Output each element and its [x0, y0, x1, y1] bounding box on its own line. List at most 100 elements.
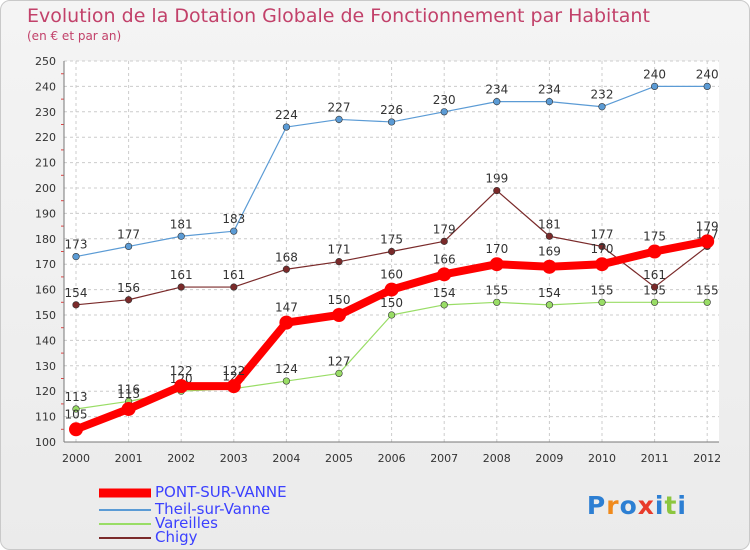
x-tick-label-2004: 2004: [272, 452, 300, 465]
series-pont-sur-vanne: 105 113 122 122 147 150 160 166 170 169 170 175 179: [65, 219, 719, 437]
x-tick-label-2002: 2002: [167, 452, 195, 465]
data-label-pont-sur-vanne-2000: 105: [65, 407, 88, 421]
point-chigy-2011: [650, 283, 659, 291]
point-pont-sur-vanne-2009: [542, 259, 557, 274]
point-pont-sur-vanne-2001: [121, 401, 136, 416]
data-label-vareilles-2010: 155: [591, 283, 614, 297]
data-label-chigy-2006: 175: [380, 233, 403, 247]
logo-letter: t: [664, 491, 678, 520]
y-tick-label-230: 230: [35, 106, 56, 119]
point-vareilles-2008: [493, 298, 501, 306]
legend-swatch-vareilles: [99, 523, 151, 525]
point-pont-sur-vanne-2005: [332, 308, 346, 322]
y-tick-label-150: 150: [35, 309, 56, 322]
point-chigy-2008: [493, 186, 501, 195]
x-tick-label-2010: 2010: [588, 452, 616, 465]
data-label-vareilles-2005: 127: [328, 354, 351, 368]
data-label-theil-sur-vanne-2006: 226: [380, 103, 403, 117]
data-label-theil-sur-vanne-2002: 181: [170, 217, 193, 231]
x-tick-label-2006: 2006: [378, 452, 406, 465]
point-theil-sur-vanne-2001: [124, 242, 133, 251]
logo-letter: x: [637, 491, 655, 520]
data-label-chigy-2005: 171: [328, 243, 351, 257]
point-pont-sur-vanne-2000: [69, 422, 83, 437]
point-chigy-2006: [388, 247, 396, 256]
point-chigy-2001: [124, 296, 133, 304]
data-label-vareilles-2009: 154: [538, 286, 561, 300]
point-pont-sur-vanne-2010: [595, 257, 609, 272]
point-vareilles-2000: [72, 405, 80, 413]
data-label-vareilles-2001: 116: [117, 382, 140, 396]
point-vareilles-2009: [545, 301, 554, 309]
data-label-pont-sur-vanne-2009: 169: [538, 245, 561, 259]
data-label-chigy-2002: 161: [170, 268, 193, 282]
legend-swatch-chigy: [99, 537, 151, 539]
point-theil-sur-vanne-2011: [650, 82, 659, 90]
data-label-chigy-2000: 154: [65, 286, 88, 300]
data-label-theil-sur-vanne-2000: 173: [65, 238, 88, 252]
y-tick-label-250: 250: [35, 55, 56, 68]
data-label-pont-sur-vanne-2006: 160: [380, 268, 403, 282]
x-tick-label-2000: 2000: [62, 452, 90, 465]
point-vareilles-2011: [650, 298, 659, 306]
x-tick-label-2003: 2003: [220, 452, 248, 465]
x-tick-label-2009: 2009: [535, 452, 563, 465]
point-theil-sur-vanne-2012: [703, 82, 711, 90]
point-pont-sur-vanne-2003: [226, 379, 241, 394]
data-label-vareilles-2004: 124: [275, 362, 298, 376]
point-chigy-2009: [545, 232, 554, 240]
data-label-theil-sur-vanne-2001: 177: [117, 227, 140, 241]
data-label-chigy-2004: 168: [275, 250, 298, 264]
point-chigy-2003: [230, 283, 238, 291]
point-pont-sur-vanne-2008: [489, 257, 504, 272]
y-tick-label-190: 190: [35, 207, 56, 220]
y-tick-label-140: 140: [35, 334, 56, 347]
point-theil-sur-vanne-2010: [598, 103, 606, 111]
point-vareilles-2007: [440, 301, 448, 309]
x-tick-label-2012: 2012: [693, 452, 721, 465]
point-theil-sur-vanne-2000: [72, 252, 80, 261]
y-tick-label-180: 180: [35, 233, 56, 246]
x-tick-label-2007: 2007: [430, 452, 458, 465]
y-tick-label-220: 220: [35, 131, 56, 144]
x-tick-label-2005: 2005: [325, 452, 353, 465]
point-chigy-2010: [598, 242, 606, 251]
data-label-theil-sur-vanne-2003: 183: [222, 212, 245, 226]
data-label-theil-sur-vanne-2008: 234: [485, 83, 508, 97]
point-theil-sur-vanne-2003: [230, 227, 238, 235]
data-label-theil-sur-vanne-2007: 230: [433, 93, 456, 107]
data-label-chigy-2008: 199: [485, 172, 508, 186]
data-label-pont-sur-vanne-2001: 113: [117, 387, 140, 401]
data-label-chigy-2009: 181: [538, 217, 561, 231]
point-vareilles-2004: [282, 377, 291, 385]
y-tick-label-160: 160: [35, 284, 56, 297]
point-theil-sur-vanne-2006: [388, 118, 396, 126]
x-tick-label-2011: 2011: [641, 452, 669, 465]
chart-subtitle: (en € et par an): [27, 29, 122, 43]
point-vareilles-2012: [703, 298, 711, 306]
point-chigy-2007: [440, 237, 448, 245]
point-pont-sur-vanne-2004: [279, 315, 294, 330]
data-label-pont-sur-vanne-2008: 170: [485, 242, 508, 256]
y-tick-label-100: 100: [35, 436, 56, 449]
legend-label-pont-sur-vanne: PONT-SUR-VANNE: [155, 483, 287, 501]
data-label-vareilles-2006: 150: [380, 296, 403, 310]
y-tick-label-120: 120: [35, 385, 56, 398]
series-vareilles: 113116120121124127150154155154155155155: [65, 283, 719, 413]
data-label-vareilles-2008: 155: [485, 283, 508, 297]
data-label-pont-sur-vanne-2012: 179: [696, 219, 719, 233]
logo-letter: P: [586, 491, 607, 520]
series-theil-sur-vanne: 173 177 181 183 224 227 226 230 234 234 232 240 240: [65, 67, 719, 261]
data-label-theil-sur-vanne-2005: 227: [328, 100, 351, 114]
data-label-vareilles-2000: 113: [65, 390, 88, 404]
data-label-theil-sur-vanne-2004: 224: [275, 108, 298, 122]
point-chigy-2005: [335, 258, 343, 266]
y-tick-label-170: 170: [35, 258, 56, 271]
data-label-vareilles-2007: 154: [433, 286, 456, 300]
point-chigy-2002: [177, 283, 185, 291]
data-label-chigy-2011: 161: [643, 268, 666, 282]
data-label-chigy-2007: 179: [433, 222, 456, 236]
data-label-pont-sur-vanne-2003: 122: [222, 364, 245, 378]
data-label-chigy-2010: 177: [591, 227, 614, 241]
